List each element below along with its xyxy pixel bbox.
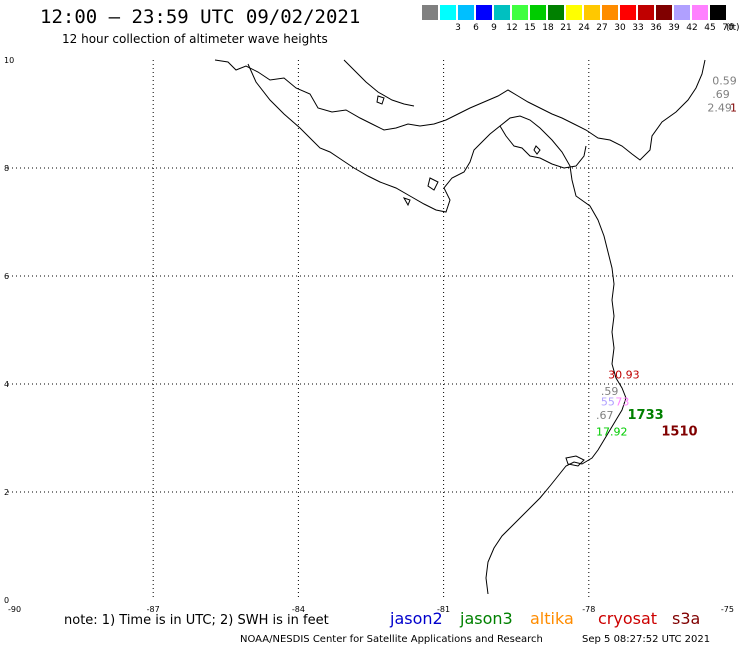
- map-axis-labels: -90 -87 -84 -81 -78 -75 0 2 4 6 8 10: [4, 56, 734, 614]
- scale-label: 36: [650, 23, 662, 33]
- wave-height-label: 17.92: [596, 425, 628, 438]
- longitude-tick-label: -78: [582, 605, 595, 614]
- scale-label: 70: [722, 23, 734, 33]
- footer-note: note: 1) Time is in UTC; 2) SWH is in fe…: [64, 613, 329, 628]
- latitude-tick-label: 2: [4, 488, 9, 497]
- latitude-tick-label: 0: [4, 596, 9, 605]
- wave-height-label: .69: [712, 88, 730, 101]
- scale-swatch: [584, 5, 600, 20]
- map-title: 12:00 – 23:59 UTC 09/02/2021: [40, 6, 361, 28]
- coastline-lake: [343, 59, 415, 107]
- longitude-tick-label: -75: [721, 605, 734, 614]
- scale-label: 27: [596, 23, 608, 33]
- scale-swatch: [620, 5, 636, 20]
- satellite-legend-cryosat: cryosat: [598, 609, 658, 628]
- latitude-tick-label: 10: [4, 56, 14, 65]
- scale-label: 9: [491, 23, 497, 33]
- map-gridlines: [8, 60, 734, 600]
- scale-swatch: [692, 5, 708, 20]
- scale-label: 21: [560, 23, 572, 33]
- wave-height-label: .67: [596, 409, 614, 422]
- wave-height-label: 1510: [661, 424, 697, 439]
- scale-unit: (ft): [726, 23, 740, 33]
- scale-swatch: [458, 5, 474, 20]
- scale-label: 30: [614, 23, 626, 33]
- scale-label: 12: [506, 23, 518, 33]
- scale-label: 42: [686, 23, 698, 33]
- scale-swatch: [422, 5, 438, 20]
- wave-height-label: .59: [601, 385, 619, 398]
- scale-label: 24: [578, 23, 590, 33]
- scale-label: 45: [704, 23, 716, 33]
- scale-swatch: [602, 5, 618, 20]
- wave-height-label: 0.59: [712, 74, 737, 87]
- map-subtitle: 12 hour collection of altimeter wave hei…: [62, 32, 328, 46]
- latitude-tick-label: 8: [4, 164, 9, 173]
- longitude-tick-label: -84: [292, 605, 305, 614]
- credit-line: NOAA/NESDIS Center for Satellite Applica…: [240, 634, 543, 645]
- wave-height-label: 55: [601, 396, 615, 409]
- scale-swatch: [494, 5, 510, 20]
- latitude-tick-label: 6: [4, 272, 9, 281]
- longitude-tick-label: -90: [8, 605, 21, 614]
- scale-swatch: [530, 5, 546, 20]
- scale-swatch: [440, 5, 456, 20]
- scale-swatch: [548, 5, 564, 20]
- satellite-legend-altika: altika: [530, 609, 574, 628]
- generation-timestamp: Sep 5 08:27:52 UTC 2021: [582, 634, 711, 645]
- wave-height-label: 1733: [628, 408, 664, 423]
- satellite-legend-jason3: jason3: [460, 609, 513, 628]
- scale-label: 39: [668, 23, 680, 33]
- satellite-legend-s3a: s3a: [672, 609, 701, 628]
- scale-label: 33: [632, 23, 644, 33]
- scale-label: 3: [455, 23, 461, 33]
- longitude-tick-label: -81: [437, 605, 450, 614]
- scale-swatch: [710, 5, 726, 20]
- wave-height-label: 30.93: [608, 369, 640, 382]
- latitude-tick-label: 4: [4, 380, 9, 389]
- coastline-caribbean: [214, 59, 706, 161]
- scale-swatch: [638, 5, 654, 20]
- scale-swatch: [566, 5, 582, 20]
- scale-label: 15: [524, 23, 536, 33]
- coastline-pacific-central-america: [247, 63, 627, 595]
- scale-swatch: [656, 5, 672, 20]
- coastline-islands: [376, 95, 585, 467]
- coastline-gulf-of-panama: [499, 125, 587, 169]
- scale-label: 6: [473, 23, 479, 33]
- scale-swatch: [512, 5, 528, 20]
- coastline: [214, 59, 706, 595]
- wave-height-label: 2.49: [707, 101, 732, 114]
- scale-swatch: [674, 5, 690, 20]
- scale-label: 18: [542, 23, 554, 33]
- wave-height-label: 1: [730, 101, 737, 114]
- scale-swatch: [476, 5, 492, 20]
- longitude-tick-label: -87: [147, 605, 160, 614]
- satellite-legend-jason2: jason2: [390, 609, 443, 628]
- wave-height-label: 73: [615, 396, 629, 409]
